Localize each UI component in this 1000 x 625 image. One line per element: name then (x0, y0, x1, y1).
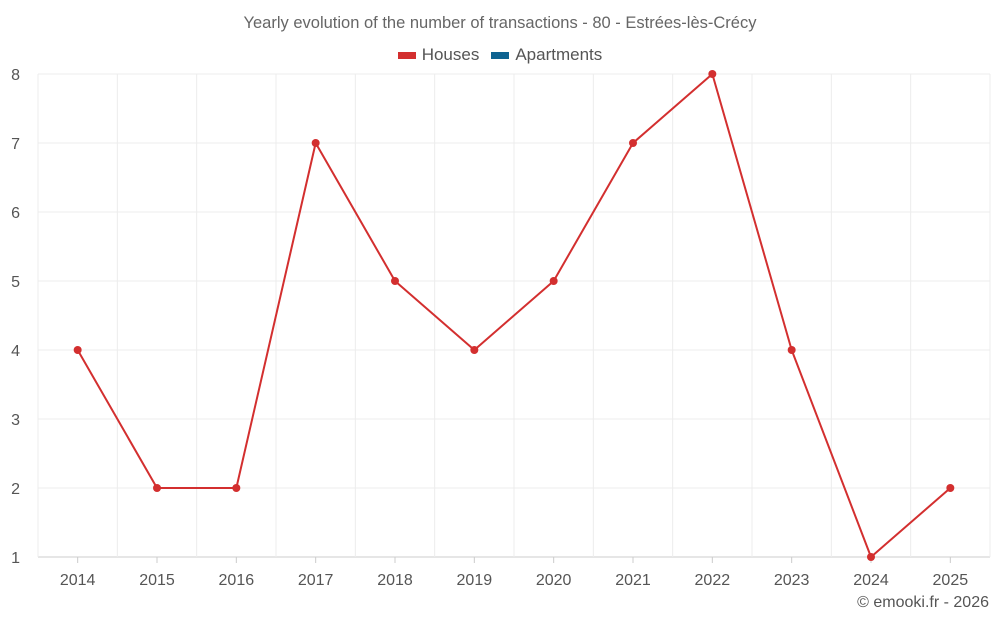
legend-swatch-houses (397, 51, 416, 59)
x-tick-label: 2022 (695, 572, 731, 589)
y-tick-label: 8 (11, 67, 20, 84)
y-tick-label: 6 (11, 205, 20, 222)
data-point-houses (153, 484, 161, 492)
y-tick-label: 3 (11, 412, 20, 429)
chart-legend: Houses Apartments (0, 45, 1000, 65)
x-tick-label: 2019 (457, 572, 493, 589)
y-tick-label: 2 (11, 481, 20, 498)
x-tick-label: 2014 (60, 572, 96, 589)
y-tick-label: 7 (11, 136, 20, 153)
x-tick-label: 2024 (853, 572, 889, 589)
x-tick-label: 2025 (933, 572, 969, 589)
chart-title: Yearly evolution of the number of transa… (243, 14, 757, 32)
x-tick-label: 2023 (774, 572, 810, 589)
x-tick-label: 2020 (536, 572, 572, 589)
x-tick-label: 2021 (615, 572, 651, 589)
x-tick-label: 2017 (298, 572, 334, 589)
series-line-houses (76, 73, 951, 558)
data-point-houses (946, 484, 955, 492)
data-point-houses (391, 277, 399, 285)
x-tick-label: 2016 (219, 572, 255, 589)
data-point-houses (232, 484, 241, 492)
data-point-houses (708, 70, 717, 78)
data-point-houses (311, 139, 320, 147)
x-tick-label: 2015 (139, 572, 175, 589)
x-tick-label: 2018 (377, 572, 413, 589)
legend-swatch-apartments (491, 51, 510, 59)
data-point-houses (787, 346, 796, 354)
data-point-houses (470, 346, 479, 354)
y-tick-label: 4 (11, 343, 20, 360)
data-point-houses (73, 346, 82, 354)
data-point-houses (629, 139, 637, 147)
data-point-houses (867, 553, 875, 561)
legend-label-apartments: Apartments (515, 45, 603, 64)
legend-label-houses: Houses (421, 45, 480, 64)
data-point-houses (549, 277, 558, 285)
legend-item-houses[interactable]: Houses (397, 45, 480, 65)
credit-text: © emooki.fr - 2026 (857, 594, 989, 611)
y-tick-label: 5 (11, 274, 20, 291)
y-tick-label: 1 (11, 550, 20, 567)
legend-item-apartments[interactable]: Apartments (491, 45, 602, 65)
